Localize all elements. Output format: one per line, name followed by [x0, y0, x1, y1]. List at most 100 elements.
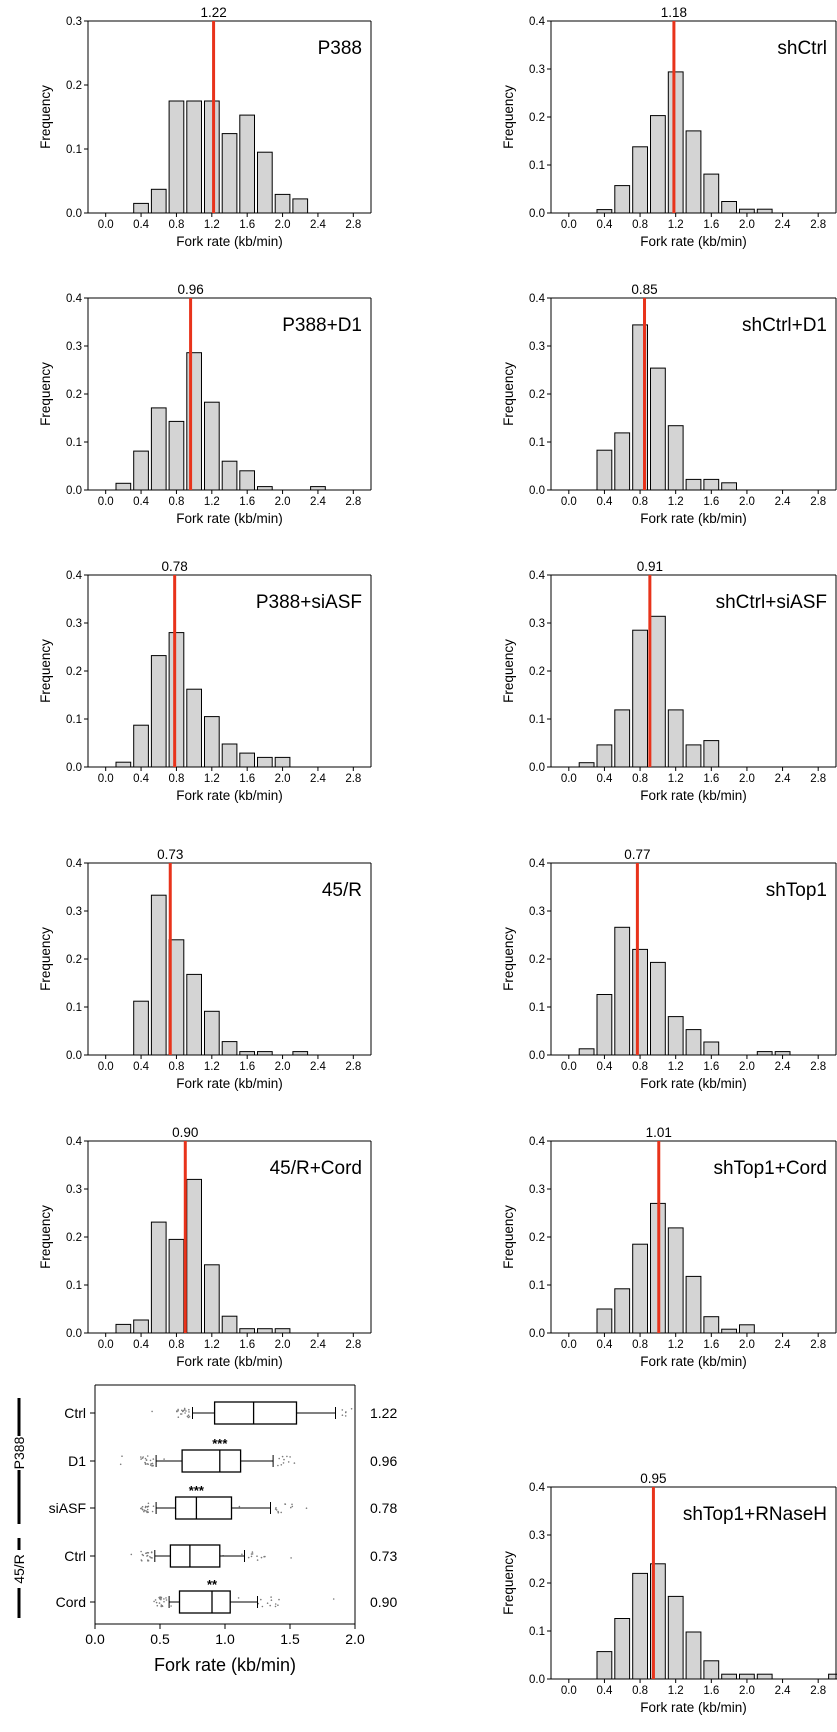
histogram-bar [703, 1041, 720, 1056]
scatter-point [160, 1604, 163, 1606]
boxplot-panel: 0.0 0.5 1.0 1.5 2.0 Fork rate (kb/min) Ctrl 1.2… [11, 1384, 397, 1675]
scatter-point [290, 1557, 292, 1559]
histogram-panel: 0.0 0.1 0.2 0.3 0.0 0.4 0.8 1.2 1.6 2.0 2.4 2.8 Fork… [38, 5, 372, 249]
scatter-point [256, 1555, 258, 1557]
x-axis-label: Fork rate (kb/min) [154, 1655, 296, 1675]
scatter-point [250, 1555, 253, 1558]
histogram-bar [614, 1288, 631, 1334]
histogram-bar [257, 1051, 273, 1056]
scatter-point [187, 1414, 190, 1416]
histogram-bar [239, 752, 256, 768]
scatter-point [280, 1464, 283, 1466]
x-tick-label: 0.4 [133, 219, 150, 231]
scatter-point [142, 1456, 144, 1458]
histogram-bar [685, 130, 702, 214]
histogram-bar [204, 716, 220, 768]
x-tick-label: 1.6 [239, 773, 255, 785]
y-tick-label: 0.1 [529, 714, 545, 726]
scatter-point [146, 1463, 148, 1465]
histogram-bar [721, 201, 738, 214]
x-axis-label: Fork rate (kb/min) [640, 234, 747, 249]
x-tick-label: 2.8 [810, 773, 826, 785]
row-label: siASF [49, 1500, 86, 1516]
x-tick-label: 2.8 [345, 496, 361, 508]
y-tick-label: 0.4 [66, 858, 83, 870]
x-tick-label: 0.0 [561, 773, 577, 785]
scatter-point [277, 1604, 279, 1606]
scatter-point [291, 1505, 294, 1508]
x-tick-label: 0.8 [632, 219, 648, 231]
scatter-point [341, 1414, 344, 1416]
histogram-bar [703, 478, 720, 491]
histogram-panel: 0.0 0.1 0.2 0.3 0.4 0.0 0.4 0.8 1.2 1.6 2.0 2.4 2.8 F… [501, 1125, 837, 1369]
x-tick-label: 0.8 [632, 1061, 648, 1073]
histogram-bar [168, 420, 185, 491]
x-tick-label: 0.0 [561, 219, 577, 231]
median-value-label: 0.90 [370, 1594, 397, 1610]
histogram-bar [150, 407, 167, 491]
x-tick-label: 2.0 [739, 1685, 755, 1697]
scatter-point [151, 1510, 154, 1513]
scatter-point [152, 1458, 155, 1460]
histogram-bar [614, 185, 631, 214]
y-tick-label: 0.3 [529, 1530, 545, 1542]
scatter-point [158, 1597, 161, 1600]
scatter-point [156, 1604, 159, 1607]
y-tick-label: 0.0 [66, 1328, 82, 1340]
y-tick-label: 0.1 [529, 437, 545, 449]
x-tick-label: 0.8 [168, 496, 184, 508]
x-tick-label: 2.8 [345, 219, 361, 231]
median-label: 1.18 [661, 5, 687, 20]
x-tick-label: 2.4 [775, 773, 792, 785]
x-tick-label: 2.4 [310, 219, 327, 231]
x-tick-label: 0.5 [150, 1631, 170, 1647]
y-tick-label: 0.3 [529, 1184, 545, 1196]
histogram-bar [133, 1319, 149, 1334]
x-tick-label: 1.2 [204, 496, 220, 508]
histogram-bar [133, 450, 149, 491]
histogram-bar [596, 1651, 613, 1680]
x-tick-label: 2.8 [345, 1339, 361, 1351]
y-axis-label: Frequency [501, 927, 516, 991]
panel-label: P388+siASF [256, 592, 362, 613]
x-tick-label: 2.0 [275, 219, 291, 231]
histogram-bar [596, 209, 613, 214]
histogram-panel: 0.0 0.1 0.2 0.3 0.4 0.0 0.4 0.8 1.2 1.6 2.0 2.4 2.8 F… [501, 847, 837, 1091]
x-tick-label: 0.4 [133, 1061, 150, 1073]
histogram-bar [756, 1673, 773, 1680]
scatter-point [170, 1605, 172, 1607]
row-label: Cord [56, 1594, 86, 1610]
scatter-point [160, 1596, 162, 1599]
histogram-bar [596, 1308, 613, 1334]
x-tick-label: 1.2 [668, 1685, 684, 1697]
histogram-bar [721, 1328, 738, 1334]
scatter-point [185, 1410, 187, 1412]
x-axis-label: Fork rate (kb/min) [640, 511, 747, 526]
scatter-point [261, 1605, 264, 1608]
group-label: 45/R [11, 1554, 27, 1584]
histogram-bar [186, 1178, 203, 1334]
x-tick-label: 0.4 [596, 496, 613, 508]
scatter-point [149, 1459, 152, 1462]
median-label: 0.77 [624, 847, 650, 862]
y-tick-label: 0.4 [66, 293, 83, 305]
panel-label: P388 [318, 38, 362, 59]
scatter-point [264, 1555, 266, 1558]
x-tick-label: 2.4 [310, 1339, 327, 1351]
x-tick-label: 2.8 [810, 1685, 826, 1697]
histogram-bar [274, 193, 291, 214]
scatter-point [158, 1596, 160, 1599]
histogram-panel: 0.0 0.1 0.2 0.3 0.4 0.0 0.4 0.8 1.2 1.6 2.0 2.4 2.8 F… [38, 282, 372, 526]
row-label: D1 [68, 1453, 86, 1469]
scatter-point [163, 1600, 165, 1603]
scatter-point [283, 1458, 285, 1461]
scatter-point [177, 1409, 179, 1412]
scatter-point [187, 1416, 190, 1419]
histogram-panel: 0.0 0.1 0.2 0.3 0.4 0.0 0.4 0.8 1.2 1.6 2.0 2.4 2.8 F… [501, 1471, 837, 1715]
scatter-point [293, 1462, 296, 1464]
scatter-point [145, 1459, 148, 1461]
histogram-bar [292, 1051, 309, 1056]
scatter-point [154, 1599, 157, 1601]
histogram-panel: 0.0 0.1 0.2 0.3 0.4 0.0 0.4 0.8 1.2 1.6 2.0 2.4 2.8 F… [38, 559, 372, 803]
histogram-bar [150, 655, 167, 768]
